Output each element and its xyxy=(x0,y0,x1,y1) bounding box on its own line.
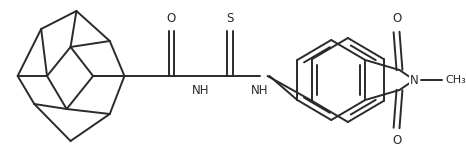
Text: NH: NH xyxy=(251,84,268,97)
Text: O: O xyxy=(167,13,176,25)
Text: O: O xyxy=(392,135,401,148)
Text: CH₃: CH₃ xyxy=(445,75,466,85)
Text: NH: NH xyxy=(192,84,210,97)
Text: N: N xyxy=(410,73,418,86)
Text: O: O xyxy=(392,13,401,25)
Text: S: S xyxy=(226,13,234,25)
